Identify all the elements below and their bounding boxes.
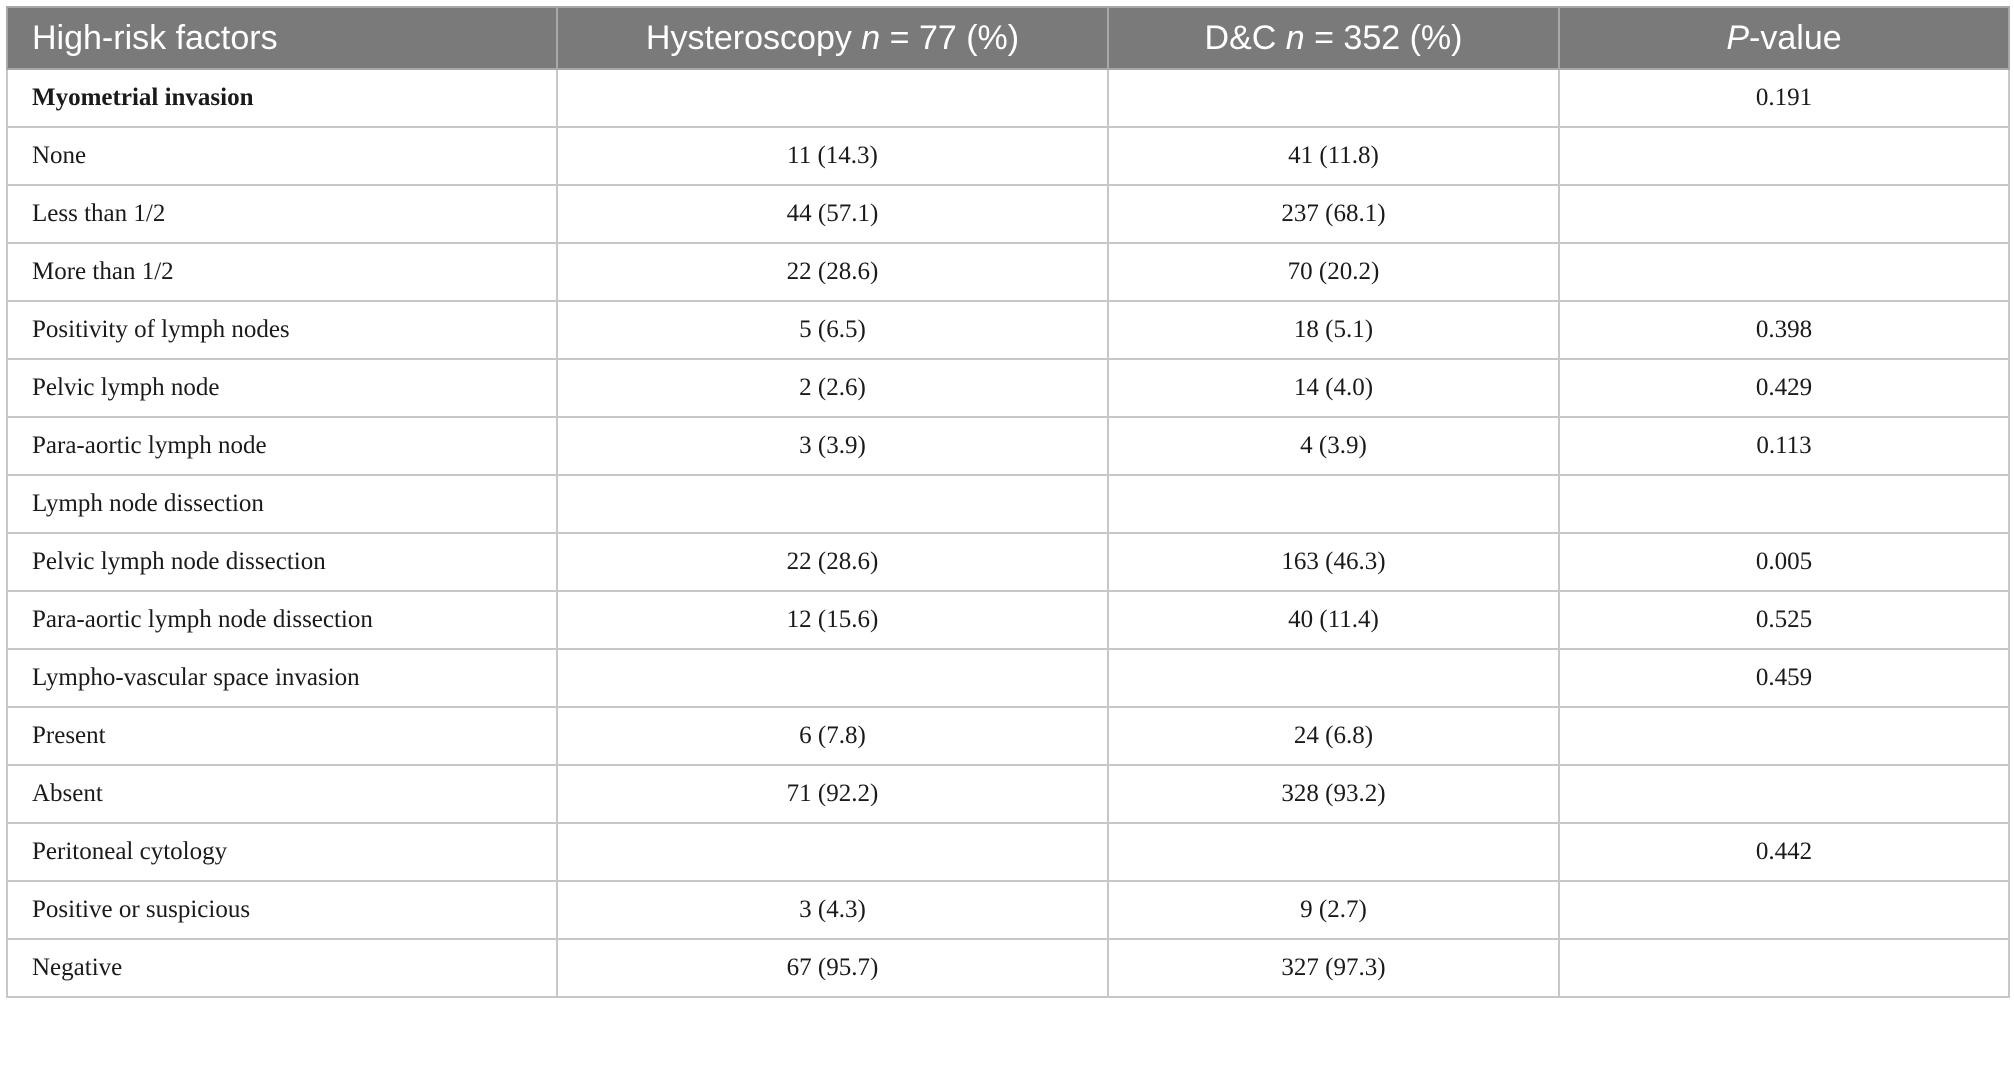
table-row: Present 6 (7.8) 24 (6.8) xyxy=(6,706,2010,766)
hysteroscopy-value-cell: 22 (28.6) xyxy=(556,532,1109,592)
p-value-cell: 0.525 xyxy=(1558,590,2010,650)
hysteroscopy-value-cell: 11 (14.3) xyxy=(556,126,1109,186)
row-label-cell: None xyxy=(6,126,558,186)
hysteroscopy-value-cell: 5 (6.5) xyxy=(556,300,1109,360)
table-row: Negative 67 (95.7) 327 (97.3) xyxy=(6,938,2010,998)
table-row: Myometrial invasion 0.191 xyxy=(6,68,2010,128)
p-value-cell xyxy=(1558,184,2010,244)
table-row: Less than 1/2 44 (57.1) 237 (68.1) xyxy=(6,184,2010,244)
row-label-cell: Positivity of lymph nodes xyxy=(6,300,558,360)
header-col3-n: n xyxy=(1285,18,1305,57)
header-dc: D&C n = 352 (%) xyxy=(1107,6,1560,70)
row-label-cell: Peritoneal cytology xyxy=(6,822,558,882)
p-value-cell xyxy=(1558,880,2010,940)
hysteroscopy-value-cell xyxy=(556,648,1109,708)
p-value-cell: 0.459 xyxy=(1558,648,2010,708)
table-row: Para-aortic lymph node dissection 12 (15.… xyxy=(6,590,2010,650)
dc-value-cell xyxy=(1107,822,1560,882)
p-value-cell: 0.429 xyxy=(1558,358,2010,418)
row-label-cell: Less than 1/2 xyxy=(6,184,558,244)
table-row: Pelvic lymph node 2 (2.6) 14 (4.0) 0.429 xyxy=(6,358,2010,418)
table-row: Absent 71 (92.2) 328 (93.2) xyxy=(6,764,2010,824)
dc-value-cell: 4 (3.9) xyxy=(1107,416,1560,476)
hysteroscopy-value-cell: 6 (7.8) xyxy=(556,706,1109,766)
dc-value-cell: 237 (68.1) xyxy=(1107,184,1560,244)
dc-value-cell: 40 (11.4) xyxy=(1107,590,1560,650)
table-row: Peritoneal cytology 0.442 xyxy=(6,822,2010,882)
header-col2-pre: Hysteroscopy xyxy=(645,18,862,57)
hysteroscopy-value-cell: 3 (4.3) xyxy=(556,880,1109,940)
table-row: Lympho-vascular space invasion 0.459 xyxy=(6,648,2010,708)
header-p-value: P-value xyxy=(1558,6,2010,70)
hysteroscopy-value-cell xyxy=(556,822,1109,882)
dc-value-cell: 18 (5.1) xyxy=(1107,300,1560,360)
p-value-cell xyxy=(1558,764,2010,824)
table-row: More than 1/2 22 (28.6) 70 (20.2) xyxy=(6,242,2010,302)
p-value-cell xyxy=(1558,938,2010,998)
dc-value-cell xyxy=(1107,474,1560,534)
row-label-cell: Pelvic lymph node dissection xyxy=(6,532,558,592)
p-value-cell xyxy=(1558,706,2010,766)
header-col3-pre: D&C xyxy=(1204,18,1286,57)
table-header: High-risk factors Hysteroscopy n = 77 (%… xyxy=(6,6,2010,70)
hysteroscopy-value-cell: 44 (57.1) xyxy=(556,184,1109,244)
header-col2-post: = 77 (%) xyxy=(880,18,1020,57)
p-value-cell: 0.191 xyxy=(1558,68,2010,128)
header-col2-n: n xyxy=(861,18,881,57)
p-value-cell xyxy=(1558,242,2010,302)
header-hysteroscopy: Hysteroscopy n = 77 (%) xyxy=(556,6,1109,70)
p-value-cell xyxy=(1558,126,2010,186)
row-label-cell: More than 1/2 xyxy=(6,242,558,302)
p-value-cell: 0.398 xyxy=(1558,300,2010,360)
row-label-cell: Para-aortic lymph node xyxy=(6,416,558,476)
high-risk-factors-table: High-risk factors Hysteroscopy n = 77 (%… xyxy=(6,6,2010,998)
table-row: None 11 (14.3) 41 (11.8) xyxy=(6,126,2010,186)
row-label-cell: Present xyxy=(6,706,558,766)
p-value-cell xyxy=(1558,474,2010,534)
dc-value-cell xyxy=(1107,68,1560,128)
hysteroscopy-value-cell: 2 (2.6) xyxy=(556,358,1109,418)
header-col4-p: P xyxy=(1726,18,1750,57)
row-label-cell: Myometrial invasion xyxy=(6,68,558,128)
header-row: High-risk factors Hysteroscopy n = 77 (%… xyxy=(6,6,2010,70)
row-label-cell: Lympho-vascular space invasion xyxy=(6,648,558,708)
row-label-cell: Absent xyxy=(6,764,558,824)
hysteroscopy-value-cell: 22 (28.6) xyxy=(556,242,1109,302)
row-label-cell: Para-aortic lymph node dissection xyxy=(6,590,558,650)
hysteroscopy-value-cell xyxy=(556,474,1109,534)
header-col4-post: -value xyxy=(1749,18,1842,57)
dc-value-cell: 163 (46.3) xyxy=(1107,532,1560,592)
table-row: Positive or suspicious 3 (4.3) 9 (2.7) xyxy=(6,880,2010,940)
table-row: Positivity of lymph nodes 5 (6.5) 18 (5.1)… xyxy=(6,300,2010,360)
hysteroscopy-value-cell xyxy=(556,68,1109,128)
table-row: Lymph node dissection xyxy=(6,474,2010,534)
dc-value-cell xyxy=(1107,648,1560,708)
dc-value-cell: 24 (6.8) xyxy=(1107,706,1560,766)
p-value-cell: 0.442 xyxy=(1558,822,2010,882)
hysteroscopy-value-cell: 71 (92.2) xyxy=(556,764,1109,824)
row-label-cell: Positive or suspicious xyxy=(6,880,558,940)
dc-value-cell: 327 (97.3) xyxy=(1107,938,1560,998)
dc-value-cell: 41 (11.8) xyxy=(1107,126,1560,186)
header-col1-text: High-risk factors xyxy=(32,18,278,57)
dc-value-cell: 70 (20.2) xyxy=(1107,242,1560,302)
hysteroscopy-value-cell: 67 (95.7) xyxy=(556,938,1109,998)
hysteroscopy-value-cell: 12 (15.6) xyxy=(556,590,1109,650)
hysteroscopy-value-cell: 3 (3.9) xyxy=(556,416,1109,476)
row-label-cell: Pelvic lymph node xyxy=(6,358,558,418)
dc-value-cell: 328 (93.2) xyxy=(1107,764,1560,824)
p-value-cell: 0.005 xyxy=(1558,532,2010,592)
table-body: Myometrial invasion 0.191 None 11 (14.3) 41 … xyxy=(6,68,2010,998)
dc-value-cell: 9 (2.7) xyxy=(1107,880,1560,940)
row-label-cell: Negative xyxy=(6,938,558,998)
dc-value-cell: 14 (4.0) xyxy=(1107,358,1560,418)
header-col3-post: = 352 (%) xyxy=(1304,18,1463,57)
row-label-cell: Lymph node dissection xyxy=(6,474,558,534)
table-row: Pelvic lymph node dissection 22 (28.6) 163… xyxy=(6,532,2010,592)
p-value-cell: 0.113 xyxy=(1558,416,2010,476)
header-high-risk-factors: High-risk factors xyxy=(6,6,558,70)
data-table-container: High-risk factors Hysteroscopy n = 77 (%… xyxy=(6,6,2010,998)
table-row: Para-aortic lymph node 3 (3.9) 4 (3.9) 0.11… xyxy=(6,416,2010,476)
